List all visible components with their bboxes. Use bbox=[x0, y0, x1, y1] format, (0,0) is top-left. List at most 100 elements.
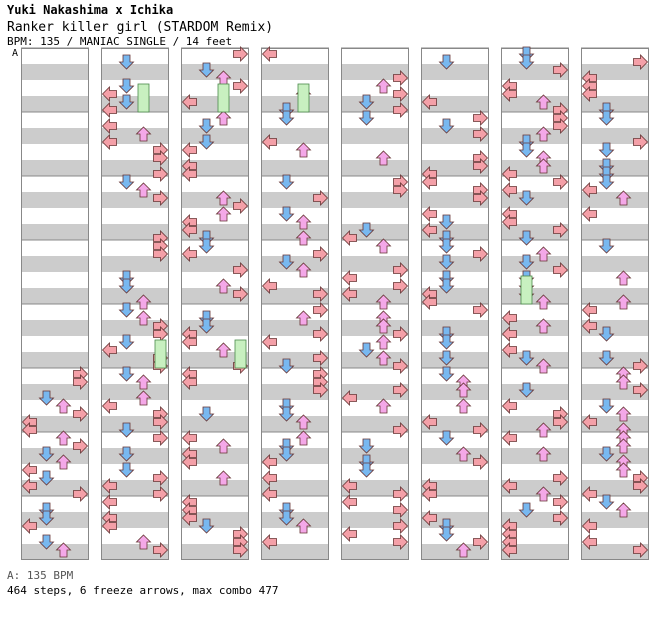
beat-band bbox=[21, 160, 89, 176]
left-arrow bbox=[581, 518, 597, 534]
left-arrow bbox=[261, 46, 277, 62]
right-arrow bbox=[313, 350, 329, 366]
down-arrow bbox=[278, 358, 295, 374]
left-arrow bbox=[581, 318, 597, 334]
down-arrow bbox=[278, 446, 295, 462]
beat-band bbox=[101, 448, 169, 464]
down-arrow bbox=[598, 494, 615, 510]
artist-name: Yuki Nakashima x Ichika bbox=[7, 3, 174, 17]
left-arrow bbox=[581, 86, 597, 102]
beat-band bbox=[501, 480, 569, 496]
beat-band bbox=[181, 96, 249, 112]
up-arrow bbox=[295, 262, 312, 278]
right-arrow bbox=[553, 262, 569, 278]
down-arrow bbox=[278, 174, 295, 190]
down-arrow bbox=[598, 174, 615, 190]
down-arrow bbox=[198, 238, 215, 254]
down-arrow bbox=[518, 54, 535, 70]
beat-band bbox=[501, 320, 569, 336]
beat-band bbox=[21, 96, 89, 112]
right-arrow bbox=[553, 470, 569, 486]
down-arrow bbox=[198, 406, 215, 422]
beat-band bbox=[421, 160, 489, 176]
left-arrow bbox=[341, 270, 357, 286]
left-arrow bbox=[501, 86, 517, 102]
beat-band bbox=[581, 64, 649, 80]
beat-band bbox=[421, 128, 489, 144]
right-arrow bbox=[633, 382, 649, 398]
beat-band bbox=[181, 224, 249, 240]
right-arrow bbox=[393, 278, 409, 294]
beat-band bbox=[261, 288, 329, 304]
chart-info: BPM: 135 / MANIAC SINGLE / 14 feet bbox=[7, 35, 233, 48]
up-arrow bbox=[455, 398, 472, 414]
up-arrow bbox=[535, 486, 552, 502]
beat-band bbox=[261, 512, 329, 528]
right-arrow bbox=[313, 286, 329, 302]
up-arrow bbox=[455, 382, 472, 398]
beat-band bbox=[261, 416, 329, 432]
beat-band bbox=[21, 480, 89, 496]
beat-band bbox=[181, 192, 249, 208]
beat-band bbox=[181, 512, 249, 528]
right-arrow bbox=[553, 222, 569, 238]
beat-band bbox=[421, 64, 489, 80]
down-arrow bbox=[198, 134, 215, 150]
column-border bbox=[341, 48, 409, 560]
up-arrow bbox=[615, 294, 632, 310]
beat-band bbox=[181, 64, 249, 80]
up-arrow bbox=[375, 334, 392, 350]
left-arrow bbox=[421, 486, 437, 502]
left-arrow bbox=[181, 374, 197, 390]
up-arrow bbox=[535, 358, 552, 374]
column-border bbox=[101, 48, 169, 560]
beat-band bbox=[421, 288, 489, 304]
beat-band bbox=[341, 416, 409, 432]
beat-band bbox=[341, 160, 409, 176]
left-arrow bbox=[261, 470, 277, 486]
freeze-arrow bbox=[137, 83, 150, 113]
beat-band bbox=[261, 384, 329, 400]
left-arrow bbox=[501, 398, 517, 414]
beat-band bbox=[501, 544, 569, 560]
beat-band bbox=[181, 544, 249, 560]
right-arrow bbox=[233, 262, 249, 278]
up-arrow bbox=[55, 542, 72, 558]
beat-band bbox=[501, 352, 569, 368]
beat-band bbox=[21, 128, 89, 144]
up-arrow bbox=[535, 246, 552, 262]
up-arrow bbox=[535, 318, 552, 334]
right-arrow bbox=[393, 486, 409, 502]
beat-band bbox=[21, 448, 89, 464]
right-arrow bbox=[73, 374, 89, 390]
beat-band bbox=[181, 256, 249, 272]
down-arrow bbox=[118, 366, 135, 382]
right-arrow bbox=[393, 518, 409, 534]
down-arrow bbox=[118, 422, 135, 438]
beat-band bbox=[101, 384, 169, 400]
beat-band bbox=[101, 160, 169, 176]
beat-band bbox=[21, 64, 89, 80]
right-arrow bbox=[633, 478, 649, 494]
right-arrow bbox=[393, 502, 409, 518]
beat-band bbox=[421, 448, 489, 464]
beat-band bbox=[21, 544, 89, 560]
down-arrow bbox=[278, 206, 295, 222]
down-arrow bbox=[358, 438, 375, 454]
right-arrow bbox=[393, 422, 409, 438]
up-arrow bbox=[535, 446, 552, 462]
left-arrow bbox=[421, 94, 437, 110]
right-arrow bbox=[393, 262, 409, 278]
beat-band bbox=[501, 512, 569, 528]
left-arrow bbox=[501, 326, 517, 342]
down-arrow bbox=[358, 462, 375, 478]
down-arrow bbox=[598, 142, 615, 158]
beat-band bbox=[261, 320, 329, 336]
left-arrow bbox=[421, 294, 437, 310]
right-arrow bbox=[553, 62, 569, 78]
left-arrow bbox=[581, 302, 597, 318]
up-arrow bbox=[135, 182, 152, 198]
up-arrow bbox=[615, 190, 632, 206]
left-arrow bbox=[261, 486, 277, 502]
